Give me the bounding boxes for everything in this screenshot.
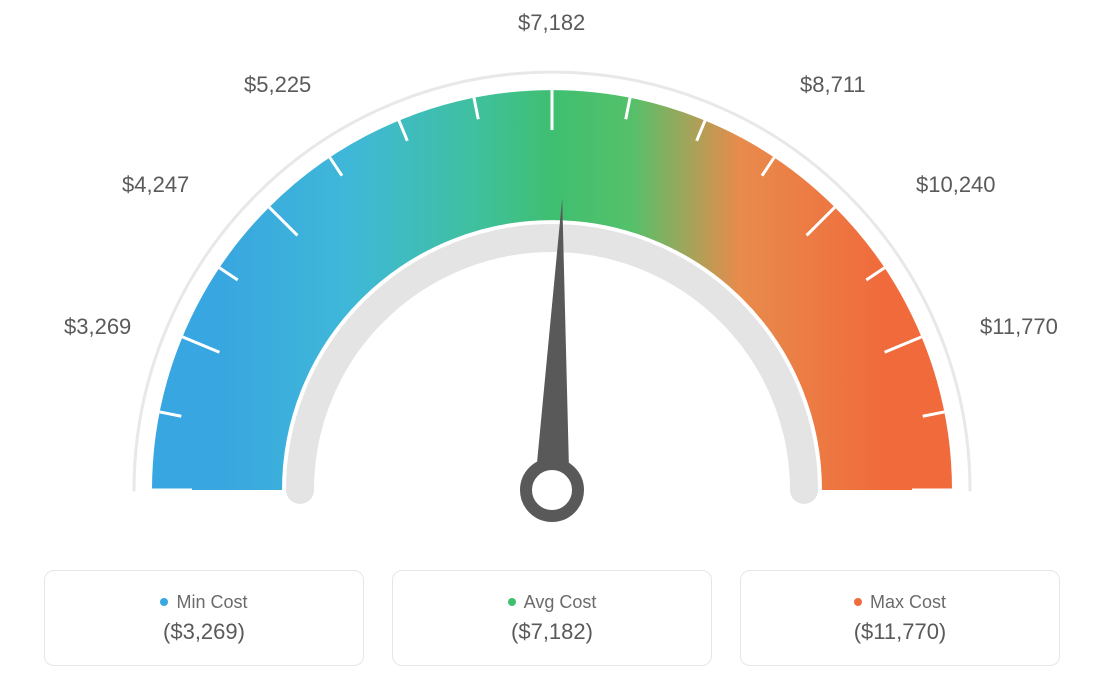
min-cost-card: Min Cost ($3,269) bbox=[44, 570, 364, 666]
gauge-tick-label: $8,711 bbox=[800, 72, 866, 98]
min-cost-value: ($3,269) bbox=[163, 619, 245, 645]
max-cost-card: Max Cost ($11,770) bbox=[740, 570, 1060, 666]
legend-cards: Min Cost ($3,269) Avg Cost ($7,182) Max … bbox=[0, 570, 1104, 666]
avg-dot-icon bbox=[508, 598, 516, 606]
gauge-tick-label: $4,247 bbox=[122, 172, 189, 198]
max-dot-icon bbox=[854, 598, 862, 606]
avg-cost-label: Avg Cost bbox=[524, 592, 597, 613]
avg-cost-value: ($7,182) bbox=[511, 619, 593, 645]
gauge-tick-label: $5,225 bbox=[244, 72, 311, 98]
gauge-tick-label: $10,240 bbox=[916, 172, 996, 198]
max-cost-value: ($11,770) bbox=[854, 619, 947, 645]
max-cost-label-row: Max Cost bbox=[854, 592, 946, 613]
gauge-tick-label: $7,182 bbox=[518, 10, 585, 36]
gauge-tick-label: $11,770 bbox=[980, 314, 1058, 340]
gauge-chart: $3,269 $4,247 $5,225 $7,182 $8,711 $10,240 $11… bbox=[0, 0, 1104, 560]
avg-cost-label-row: Avg Cost bbox=[508, 592, 597, 613]
gauge-svg bbox=[0, 0, 1104, 560]
min-cost-label-row: Min Cost bbox=[160, 592, 247, 613]
max-cost-label: Max Cost bbox=[870, 592, 946, 613]
avg-cost-card: Avg Cost ($7,182) bbox=[392, 570, 712, 666]
min-dot-icon bbox=[160, 598, 168, 606]
gauge-tick-label: $3,269 bbox=[64, 314, 131, 340]
min-cost-label: Min Cost bbox=[176, 592, 247, 613]
